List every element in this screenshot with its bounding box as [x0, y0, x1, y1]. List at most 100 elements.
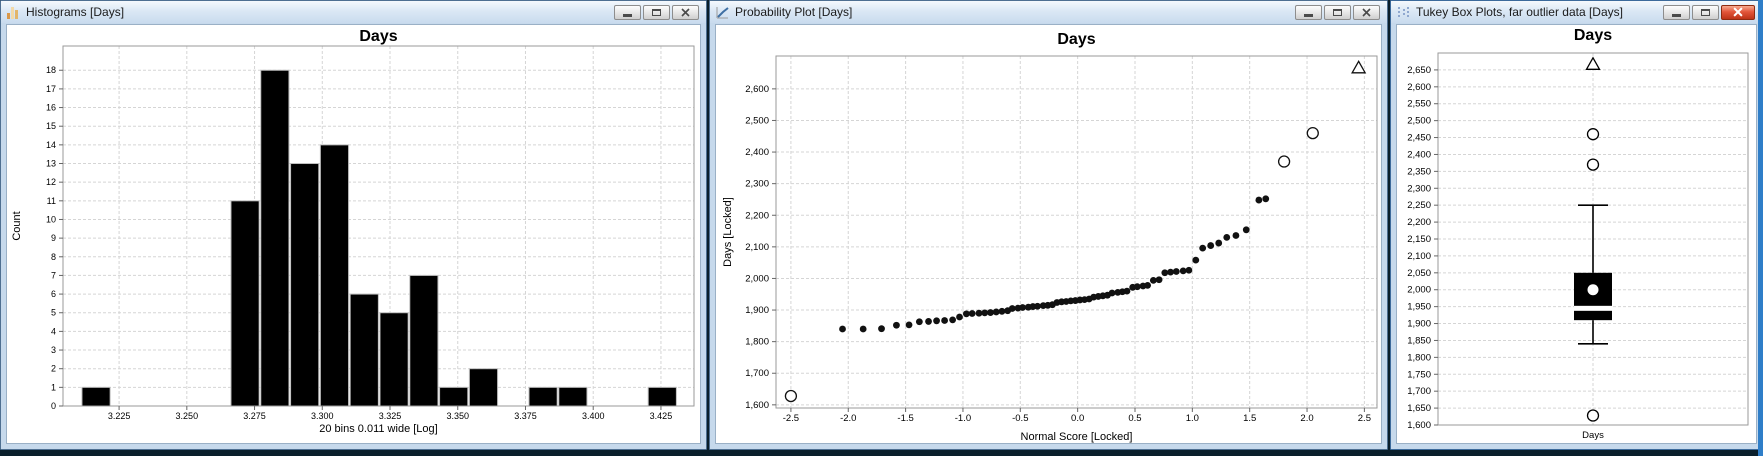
y-tick-label: 2,000 — [745, 273, 769, 284]
data-point — [1179, 267, 1187, 275]
outlier-point — [1586, 409, 1600, 422]
x-tick-label: 2.0 — [1300, 413, 1313, 424]
x-tick-label: 1.5 — [1243, 413, 1256, 424]
maximize-button[interactable] — [643, 4, 670, 20]
histogram-bar — [260, 69, 290, 407]
window-box-plots: Tukey Box Plots, far outlier data [Days]… — [1390, 0, 1763, 450]
y-tick-label: 16 — [46, 103, 56, 113]
y-axis-label: Count — [11, 211, 23, 240]
data-point — [975, 309, 983, 317]
outlier-point — [1277, 155, 1291, 168]
y-tick-label: 1,700 — [745, 368, 769, 379]
y-tick-label: 2,150 — [1407, 234, 1431, 245]
y-tick-label: 2,550 — [1407, 99, 1431, 110]
median-line — [1574, 305, 1612, 311]
y-tick-label: 2 — [51, 364, 56, 374]
data-point — [933, 317, 940, 325]
x-tick-label: 3.325 — [379, 411, 402, 421]
data-point — [962, 310, 970, 318]
box-plot-content: 1,600 1,650 1,700 1,750 1,800 1,850 1,900 1,950… — [1396, 24, 1757, 444]
data-point — [1232, 232, 1240, 239]
plot-frame — [62, 45, 695, 407]
titlebar-histograms[interactable]: Histograms [Days] — [1, 1, 706, 23]
data-point — [1242, 226, 1250, 234]
x-tick-label: 0.5 — [1128, 413, 1141, 424]
histogram-bar — [379, 312, 409, 407]
outlier-point — [1586, 158, 1600, 171]
minimize-button[interactable] — [614, 4, 641, 20]
histogram-bar — [439, 386, 469, 407]
histogram-bar — [647, 386, 677, 407]
data-point — [839, 325, 846, 333]
y-tick-label: 6 — [51, 289, 56, 299]
data-point — [941, 317, 949, 324]
y-tick-label: 1,850 — [1407, 335, 1431, 346]
far-outlier-point — [1585, 56, 1601, 70]
titlebar-box-plots[interactable]: Tukey Box Plots, far outlier data [Days] — [1391, 1, 1762, 23]
data-point — [1192, 256, 1200, 264]
data-point — [1262, 195, 1270, 203]
far-outlier-point — [1351, 60, 1367, 74]
y-tick-label: 2,600 — [1407, 82, 1431, 93]
data-point — [998, 307, 1006, 315]
y-tick-label: 5 — [51, 308, 56, 318]
close-button[interactable] — [672, 4, 699, 20]
y-tick-label: 2,400 — [745, 147, 769, 158]
x-tick-label: 3.250 — [176, 411, 199, 421]
data-point — [1034, 302, 1041, 310]
data-point — [1123, 287, 1131, 295]
plot-frame — [775, 55, 1378, 409]
y-tick-label: 10 — [46, 214, 56, 224]
data-point — [981, 309, 989, 317]
maximize-icon — [652, 8, 661, 16]
close-icon — [1362, 7, 1371, 17]
x-tick-label: -1.0 — [955, 413, 971, 424]
minimize-button[interactable] — [1295, 4, 1322, 20]
histogram-icon — [7, 6, 18, 19]
window-title: Probability Plot [Days] — [735, 5, 853, 19]
y-tick-label: 2,250 — [1407, 200, 1431, 211]
maximize-icon — [1701, 8, 1710, 16]
y-tick-label: 1 — [51, 382, 56, 392]
y-tick-label: 2,600 — [745, 84, 769, 95]
titlebar-probability-plot[interactable]: Probability Plot [Days] — [710, 1, 1387, 23]
y-tick-label: 13 — [46, 159, 56, 169]
x-tick-label: 2.5 — [1358, 413, 1371, 424]
histogram-bar — [528, 386, 558, 407]
maximize-button[interactable] — [1324, 4, 1351, 20]
x-tick-label: -0.5 — [1012, 413, 1028, 424]
close-button[interactable] — [1721, 4, 1755, 20]
plot-title: Days — [1574, 27, 1612, 44]
maximize-button[interactable] — [1692, 4, 1719, 20]
y-tick-label: 1,950 — [1407, 302, 1431, 313]
data-point — [987, 309, 994, 316]
data-point — [1199, 244, 1207, 252]
data-point — [893, 321, 900, 329]
data-point — [915, 318, 923, 326]
y-tick-label: 2,050 — [1407, 268, 1431, 279]
y-tick-label: 14 — [46, 140, 56, 150]
close-button[interactable] — [1353, 4, 1380, 20]
x-tick-label: 3.400 — [582, 411, 605, 421]
y-tick-label: 1,800 — [1407, 352, 1431, 363]
x-tick-label: -2.5 — [783, 413, 799, 424]
y-tick-label: 4 — [51, 326, 56, 336]
data-point — [1161, 269, 1169, 277]
y-tick-label: 1,700 — [1407, 386, 1431, 397]
minimize-button[interactable] — [1663, 4, 1690, 20]
histogram-bar — [290, 163, 320, 407]
data-point — [925, 318, 932, 325]
x-tick-label: 3.225 — [108, 411, 131, 421]
plot-title: Days — [1057, 31, 1095, 48]
y-tick-label: 1,650 — [1407, 403, 1431, 414]
data-point — [1215, 239, 1223, 247]
data-point — [1207, 242, 1215, 249]
data-point — [1008, 305, 1016, 312]
data-point — [1185, 266, 1193, 274]
desktop-edge — [1758, 0, 1763, 456]
box — [1574, 272, 1612, 321]
maximize-icon — [1333, 8, 1342, 16]
data-point — [1155, 276, 1163, 284]
minimize-icon — [1672, 13, 1681, 17]
y-tick-label: 2,650 — [1407, 65, 1431, 76]
